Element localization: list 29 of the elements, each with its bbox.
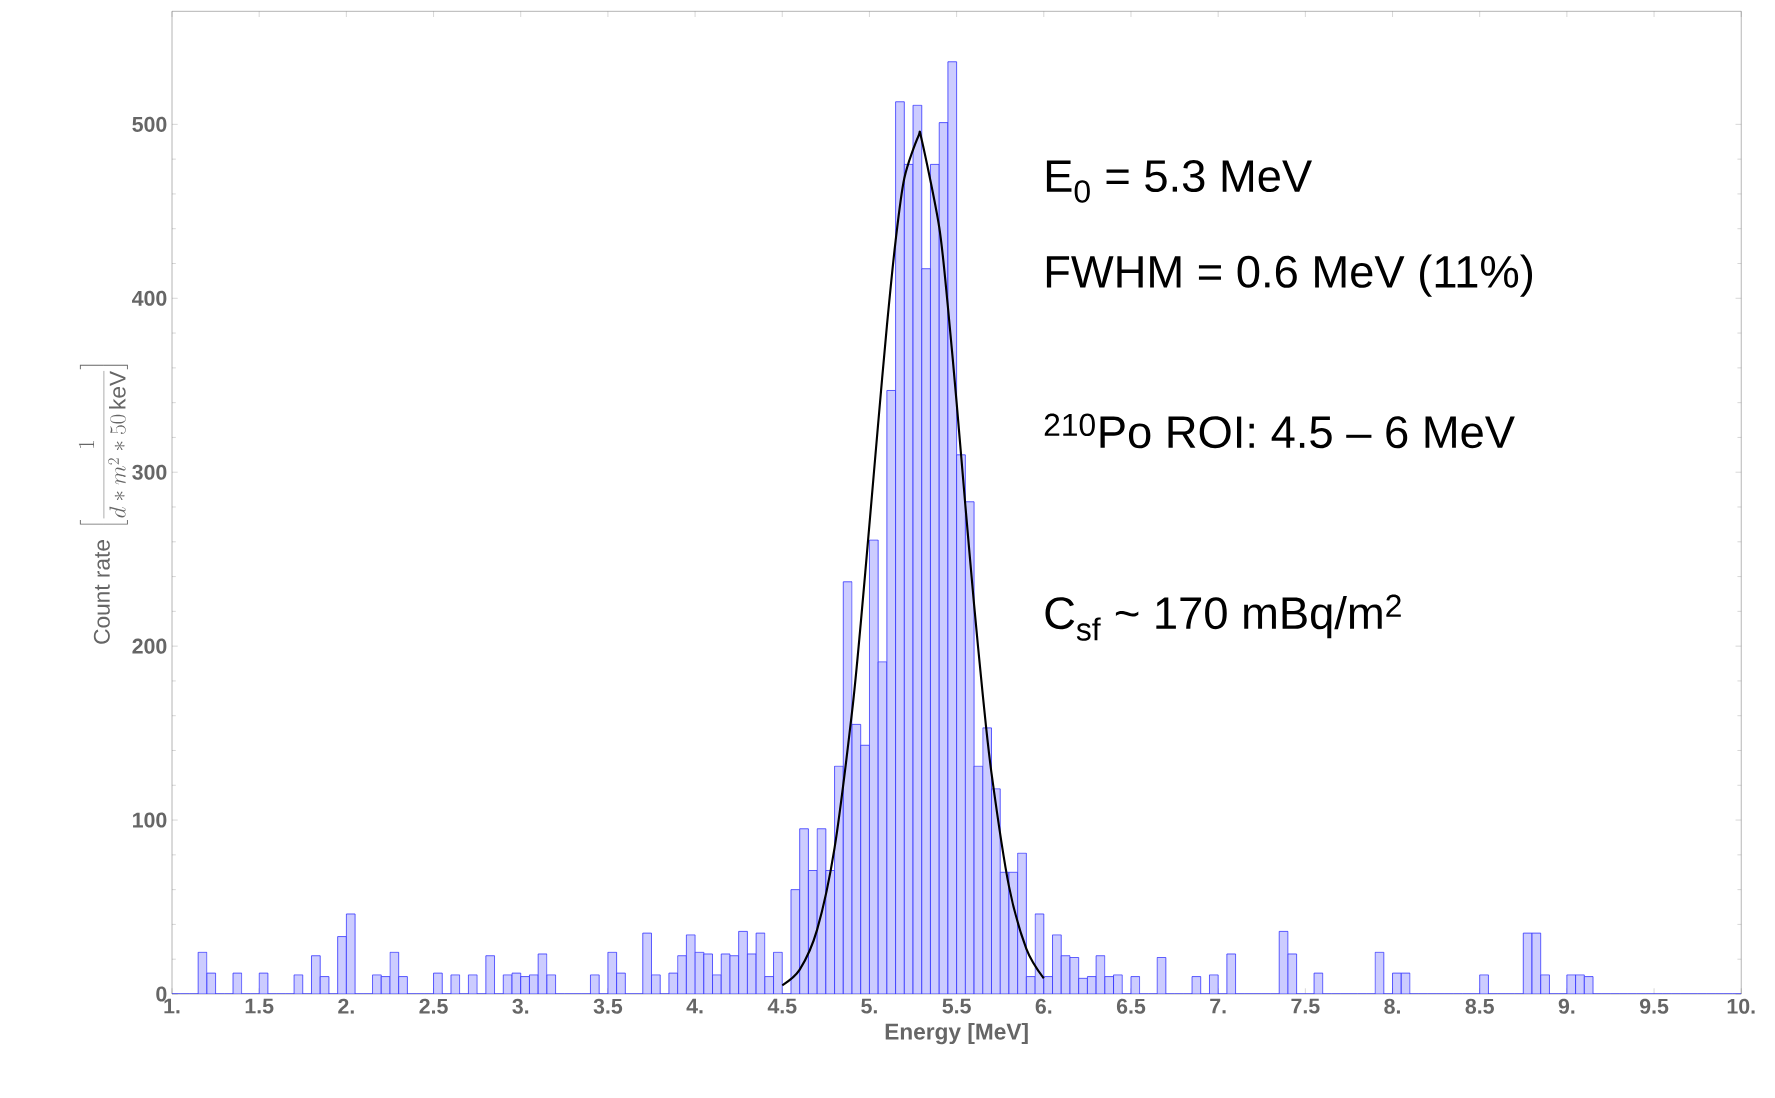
x-tick-label: 4. — [686, 998, 703, 1014]
x-tick-label: 1.5 — [245, 998, 274, 1014]
x-tick-label: 8.5 — [1465, 998, 1494, 1014]
y-tick-label: 100 — [133, 812, 167, 828]
x-tick-label: 7.5 — [1291, 998, 1320, 1014]
x-tick-label: 5. — [861, 998, 877, 1014]
x-tick-label: 7. — [1210, 998, 1226, 1014]
annotation: $^{210}$Po ROI: 4.5 – 6 MeV — [1044, 413, 1515, 449]
x-tick-label: 3. — [512, 998, 529, 1014]
x-tick-label: 2.5 — [419, 998, 448, 1014]
annotation: E$_{0}$ = 5.3 MeV — [1046, 159, 1312, 203]
x-tick-label: 9. — [1558, 998, 1575, 1014]
x-axis-title: Energy [MeV] — [885, 1022, 1028, 1045]
annotation: FWHM = 0.6 MeV (11%) — [1046, 254, 1533, 297]
x-tick-label: 9.5 — [1639, 998, 1669, 1014]
x-tick-label: 6.5 — [1116, 998, 1146, 1014]
x-tick-label: 3.5 — [593, 998, 623, 1014]
x-tick-label: 2. — [338, 998, 354, 1014]
annotation: C$_{sf}$ ~ 170 mBq/m$^{2}$ — [1045, 594, 1401, 641]
y-tick-label: 300 — [132, 464, 167, 480]
y-tick-label: 400 — [132, 290, 167, 306]
x-tick-label: 4.5 — [767, 998, 797, 1014]
y-axis-title: $\mathrm{Count\ rate}\ \left[\frac{1}{d*m^{2}*50\,\mathrm{keV}}\right]$ — [78, 364, 128, 644]
y-tick-label: 500 — [132, 116, 167, 132]
y-tick-label: 200 — [132, 638, 167, 654]
x-tick-label: 8. — [1384, 998, 1400, 1014]
x-tick-label: 5.5 — [942, 998, 971, 1014]
x-tick-label: 6. — [1035, 998, 1052, 1014]
x-tick-label: 10. — [1727, 998, 1755, 1014]
